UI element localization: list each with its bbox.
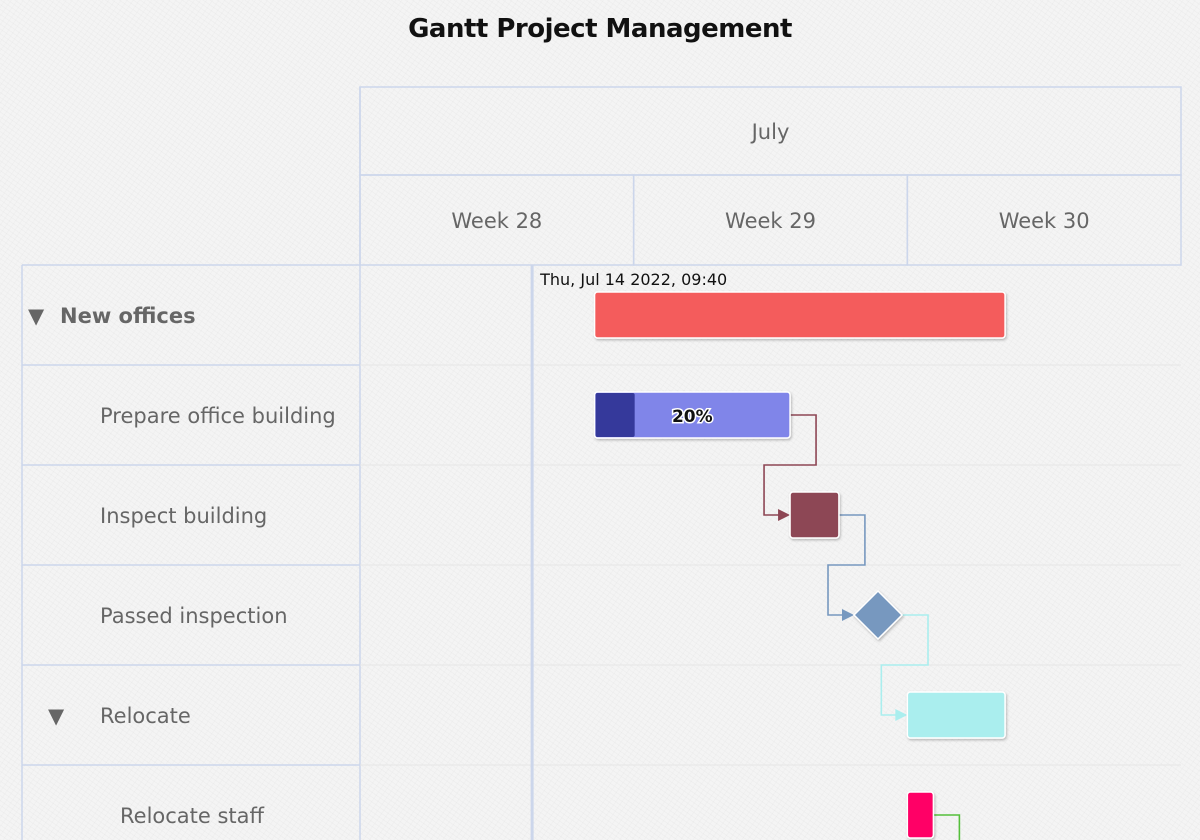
- dependency-connector: [933, 814, 961, 840]
- dependency-arrowhead: [895, 709, 908, 721]
- week-label: Week 28: [451, 209, 542, 233]
- task-name-label: New offices: [60, 304, 196, 328]
- dependency-arrowhead: [778, 509, 791, 521]
- task-bar[interactable]: [789, 491, 840, 539]
- month-label: July: [750, 120, 790, 144]
- week-label: Week 30: [999, 209, 1090, 233]
- task-name-label: Prepare office building: [100, 404, 336, 428]
- task-bar[interactable]: [906, 691, 1006, 739]
- dependency-connector: [763, 414, 817, 516]
- week-header-cell: [906, 174, 1182, 266]
- task-bar[interactable]: [593, 291, 1006, 339]
- task-progress-label: 20%: [672, 407, 713, 427]
- dependency-connector: [880, 614, 929, 716]
- current-date-label: Thu, Jul 14 2022, 09:40: [539, 270, 727, 289]
- task-bar[interactable]: [593, 391, 791, 439]
- task-progress-fill: [595, 393, 635, 437]
- dependency-connector: [827, 514, 866, 616]
- task-name-label: Passed inspection: [100, 604, 288, 628]
- week-label: Week 29: [725, 209, 816, 233]
- dependency-arrowhead: [842, 609, 855, 621]
- task-bar[interactable]: [906, 791, 935, 839]
- task-name-label: Relocate staff: [120, 804, 265, 828]
- collapse-toggle-icon[interactable]: ▼: [28, 304, 45, 328]
- collapse-toggle-icon[interactable]: ▼: [48, 704, 65, 728]
- task-name-label: Relocate: [100, 704, 191, 728]
- task-name-label: Inspect building: [100, 504, 267, 528]
- milestone-marker[interactable]: [852, 589, 904, 641]
- chart-title: Gantt Project Management: [408, 14, 792, 44]
